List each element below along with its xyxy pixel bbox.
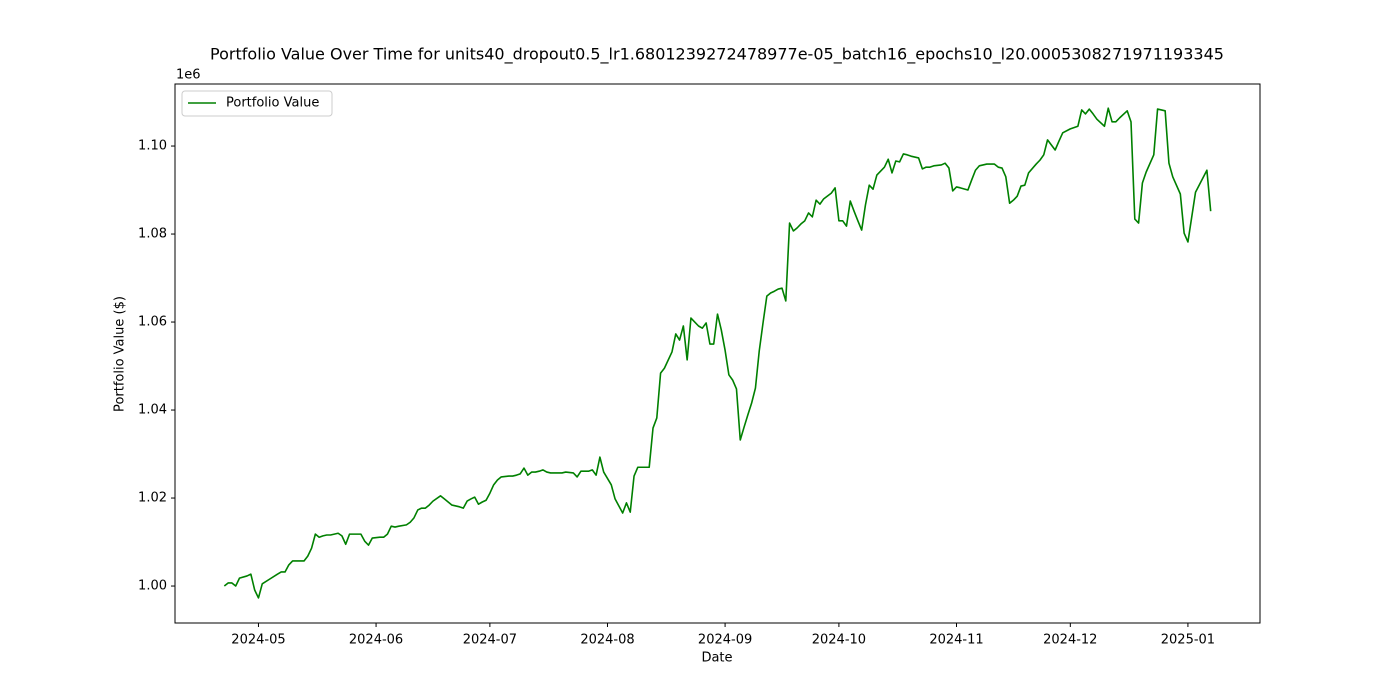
x-tick-label: 2024-10	[812, 633, 866, 648]
x-tick-label: 2024-09	[698, 633, 752, 648]
x-tick-label: 2025-01	[1161, 633, 1215, 648]
y-tick-label: 1.06	[138, 315, 167, 330]
y-tick-label: 1.08	[138, 227, 167, 242]
x-tick-label: 2024-05	[231, 633, 285, 648]
chart-title: Portfolio Value Over Time for units40_dr…	[210, 45, 1224, 65]
x-tick-label: 2024-11	[929, 633, 983, 648]
x-axis-label: Date	[701, 651, 732, 666]
line	[223, 107, 1212, 599]
y-offset-label: 1e6	[176, 68, 201, 83]
y-axis-label: Portfolio Value ($)	[113, 296, 128, 412]
y-tick-label: 1.04	[138, 403, 167, 418]
x-tick-label: 2024-06	[349, 633, 403, 648]
plot-frame	[174, 83, 1261, 624]
x-tick-label: 2024-12	[1043, 633, 1097, 648]
x-tick-label: 2024-08	[580, 633, 634, 648]
legend-label: Portfolio Value	[226, 96, 319, 111]
y-tick-label: 1.00	[138, 579, 167, 594]
y-tick-label: 1.02	[138, 491, 167, 506]
legend-box	[181, 90, 333, 117]
y-tick-label: 1.10	[138, 139, 167, 154]
x-tick-label: 2024-07	[463, 633, 517, 648]
